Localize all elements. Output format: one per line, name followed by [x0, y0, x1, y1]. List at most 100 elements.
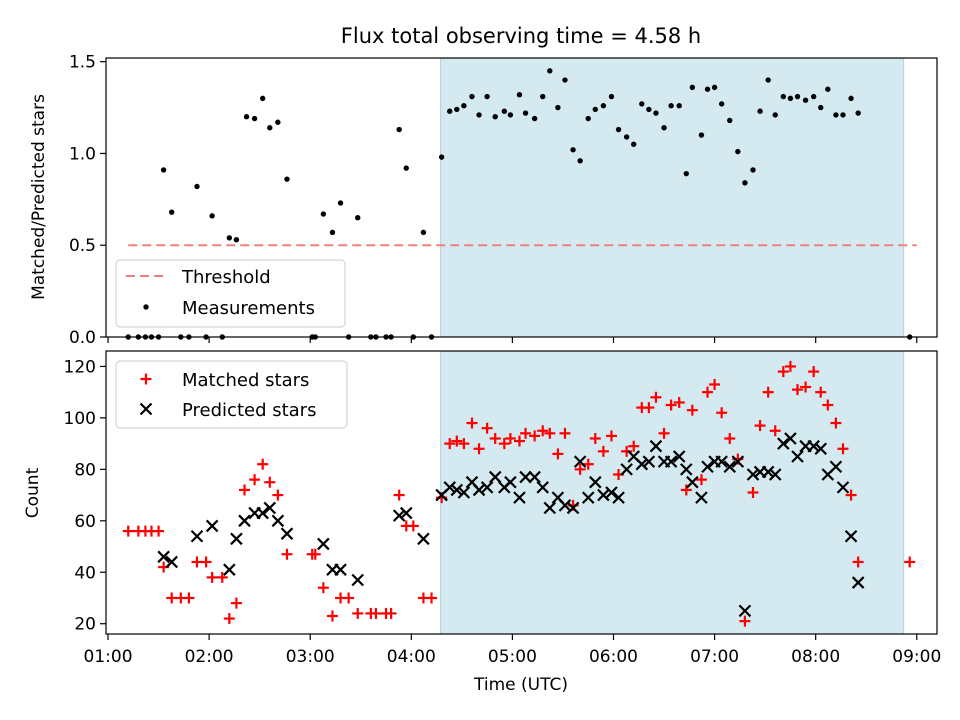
bottom-panel: 20 40 60 80 100 120 01:00 02:00 03:00 04:00 05:00… — [23, 350, 941, 695]
bottom-y-axis-ticks: 20 40 60 80 100 120 — [64, 357, 106, 635]
predicted-star-point — [399, 506, 413, 520]
predicted-star-point — [543, 501, 557, 515]
matched-star-point — [504, 432, 516, 444]
measurement-point — [683, 170, 689, 177]
bottom-x-axis-ticks: 01:00 02:00 03:00 04:00 05:00 06:00 07:00 08:00… — [84, 634, 941, 667]
predicted-star-point — [566, 501, 580, 515]
y-tick-label: 20 — [74, 615, 96, 635]
top-legend-box — [115, 259, 346, 328]
matched-star-point — [473, 443, 485, 455]
matched-star-point — [444, 438, 456, 450]
matched-star-point — [326, 610, 338, 622]
predicted-star-point — [851, 576, 865, 589]
measurement-point — [420, 229, 427, 236]
predicted-star-point — [664, 455, 678, 468]
legend-predicted-label: Predicted stars — [182, 400, 316, 421]
matched-star-point — [702, 386, 714, 398]
measurement-point — [592, 106, 598, 113]
predicted-star-point — [513, 491, 526, 504]
matched-star-point — [845, 489, 857, 501]
predicted-star-point — [351, 573, 365, 587]
matched-star-point — [393, 489, 405, 501]
matched-star-point — [754, 420, 766, 432]
matched-star-point — [815, 386, 827, 398]
matched-star-point — [739, 615, 751, 627]
x-tick-label: 02:00 — [185, 647, 234, 667]
predicted-star-point — [791, 450, 804, 463]
measurement-point — [547, 68, 553, 74]
legend-measurements-swatch — [143, 304, 149, 310]
predicted-star-point — [190, 529, 204, 543]
measurement-point — [209, 213, 215, 219]
matched-star-point — [264, 476, 276, 488]
predicted-star-point — [612, 491, 625, 504]
measurement-point — [438, 154, 445, 160]
predicted-star-point — [165, 555, 178, 569]
matched-star-point — [582, 458, 594, 470]
matched-star-point — [665, 399, 677, 411]
predicted-star-point — [807, 439, 820, 453]
measurement-point — [469, 93, 475, 100]
measurement-point — [676, 103, 682, 109]
bottom-legend: Matched stars Predicted stars — [115, 360, 348, 429]
predicted-star-point — [392, 509, 406, 522]
top-axes-frame — [105, 57, 938, 338]
matched-star-point — [200, 556, 212, 568]
matched-star-point — [784, 360, 796, 372]
predicted-star-point — [263, 501, 277, 515]
predicted-star-point — [256, 506, 269, 520]
predicted-star-point — [844, 529, 858, 543]
predicted-star-point — [280, 527, 294, 540]
y-tick-label: 120 — [64, 357, 96, 377]
measurement-point — [484, 93, 490, 100]
matched-star-point — [407, 520, 419, 532]
measurement-point — [735, 148, 741, 155]
predicted-star-point — [701, 460, 714, 474]
matched-star-point — [239, 484, 250, 496]
matched-star-point — [680, 484, 692, 496]
measurement-point — [492, 114, 498, 120]
legend-matched-swatch — [140, 373, 152, 385]
matched-star-point — [370, 607, 382, 619]
measurement-point — [810, 93, 817, 100]
measurement-point — [516, 92, 523, 98]
predicted-star-point — [504, 475, 517, 489]
measurement-point — [631, 141, 637, 147]
matched-star-point — [621, 445, 633, 457]
measurement-point — [639, 101, 645, 107]
measurement-point — [243, 114, 250, 120]
measurement-point — [226, 235, 233, 241]
measurement-point — [698, 132, 705, 138]
matched-star-point — [628, 440, 640, 452]
measurement-point — [704, 86, 711, 92]
matched-star-point — [544, 427, 556, 439]
predicted-star-point — [635, 457, 649, 471]
x-tick-label: 06:00 — [589, 647, 638, 667]
predicted-star-point — [536, 481, 550, 494]
x-tick-label: 01:00 — [84, 647, 133, 667]
bottom-y-axis-label: Count — [23, 467, 43, 518]
matched-star-point — [695, 474, 707, 486]
matched-star-point — [183, 592, 195, 604]
predicted-star-point — [649, 439, 663, 453]
matched-star-point — [837, 443, 849, 455]
matched-star-point — [206, 571, 218, 583]
bottom-legend-box — [115, 360, 348, 429]
matched-star-point — [574, 463, 586, 475]
predicted-star-point — [761, 465, 775, 479]
y-tick-label: 0.5 — [69, 236, 96, 256]
matched-star-point — [643, 402, 655, 414]
measurement-point — [396, 126, 402, 133]
measurement-point — [787, 95, 794, 102]
x-tick-label: 03:00 — [286, 647, 335, 667]
predicted-star-point — [768, 468, 782, 481]
measurement-point — [454, 106, 460, 113]
measurement-point — [750, 167, 756, 173]
predicted-star-point — [581, 491, 595, 504]
predicted-star-point — [620, 463, 633, 476]
predicted-star-point — [784, 432, 797, 445]
measurement-point — [757, 108, 763, 114]
measurement-point — [794, 93, 801, 100]
predicted-star-point — [528, 470, 541, 484]
matched-star-point — [343, 592, 355, 604]
